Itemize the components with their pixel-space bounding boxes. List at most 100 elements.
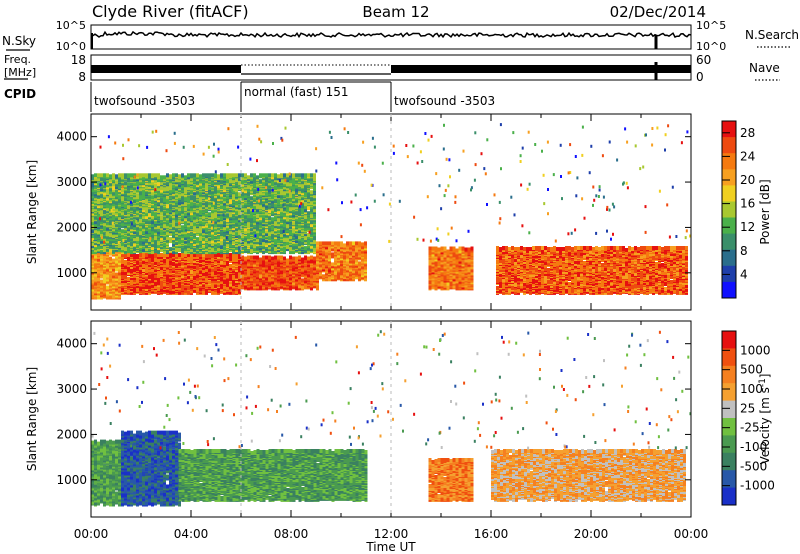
nave-label: Nave [749,61,780,75]
cell-power-1381 [211,285,214,289]
cell-power-1421 [214,270,217,274]
cell-power-3279 [502,285,505,289]
cell-power-1488 [220,260,223,264]
cell-power-1642 [238,285,241,289]
cell-power-2672 [355,241,358,246]
cell-power-3929 [556,247,559,251]
cell-power-2070 [289,255,292,260]
cell-power-3968 [562,288,565,293]
cell-power-2645 [352,241,355,246]
beam-title: Beam 12 [362,3,429,21]
cell-power-756 [148,259,151,263]
cell-power-1945 [274,255,277,260]
cell-power-436 [118,271,121,276]
cell-power-3141 [464,258,468,263]
cell-power-4479 [604,261,607,265]
cell-power-2211 [307,259,310,264]
cell-power-775 [151,274,154,278]
cell-power-3791 [544,251,547,255]
cell-power-2988 [449,246,453,251]
cpid-segment-0: twofsound -3503 [94,94,195,108]
cell-power-3759 [541,250,544,254]
cell-power-3234 [496,260,499,264]
cell-power-1751 [250,255,253,260]
nsky-tick-high: 10^5 [56,19,86,32]
cell-power-1897 [268,255,271,260]
cell-power-516 [124,275,127,279]
cell-power-2044 [286,258,289,263]
cell-power-1709 [247,286,250,291]
cell-power-2004 [283,278,286,283]
cell-power-3211 [470,246,474,251]
cell-power-4950 [646,258,649,262]
cell-power-3518 [520,246,523,250]
cell-power-1071 [178,253,181,257]
cell-power-2810 [434,280,438,285]
cell-power-63 [94,275,97,280]
cell-power-3903 [556,285,559,289]
cell-power-1997 [280,255,283,260]
cell-power-1937 [274,268,277,273]
cell-power-1355 [208,280,211,284]
cell-power-1648 [238,275,241,279]
cell-power-1493 [220,253,223,257]
cell-power-3563 [526,279,529,283]
cell-power-2764 [428,266,432,271]
cell-power-1611 [235,289,238,294]
cell-power-3483 [517,247,520,251]
cell-power-3439 [514,261,517,265]
cell-power-2416 [328,254,331,259]
cell-power-4703 [625,280,628,284]
cell-power-2257 [316,284,319,289]
cell-power-3990 [562,257,565,261]
cell-power-2607 [349,251,352,256]
cell-power-2002 [283,282,286,287]
cell-power-527 [124,254,127,258]
cell-power-2095 [295,282,298,287]
cell-power-419 [118,294,121,299]
cell-power-936 [166,262,169,266]
cell-power-4142 [574,246,577,250]
cell-power-846 [157,253,160,257]
cell-power-4524 [610,290,613,295]
cell-power-700 [142,253,145,257]
cell-power-3412 [511,259,514,263]
cell-power-4937 [646,276,649,280]
cell-power-695 [142,260,145,264]
cell-power-3019 [452,246,456,251]
cell-power-4 [91,291,94,296]
cell-power-1972 [277,255,280,260]
cell-power-4229 [583,261,586,265]
cell-power-3145 [464,252,468,257]
cell-power-1859 [265,276,268,281]
cell-power-2752 [428,284,432,289]
cell-power-3964 [559,250,562,254]
cell-power-4175 [580,288,583,293]
cell-power-816 [154,253,157,257]
cell-power-205 [103,274,106,279]
cell-power-1005 [172,253,175,257]
cell-power-2142 [298,255,301,260]
cell-power-3086 [461,282,465,287]
cell-power-910 [163,253,166,257]
cell-power-2424 [328,241,331,246]
cell-power-678 [142,283,145,287]
cell-power-1721 [247,269,250,274]
cell-power-2528 [340,241,343,246]
cell-power-3674 [535,267,538,271]
cell-power-622 [136,279,139,283]
cell-power-2627 [352,264,355,269]
cell-power-4211 [583,287,586,291]
cell-power-2498 [337,241,340,246]
cell-power-3274 [499,247,502,251]
cell-power-3377 [508,259,511,263]
cell-power-672 [139,253,142,257]
cell-power-1134 [184,253,187,257]
cell-power-1544 [226,262,229,266]
cell-power-4706 [625,275,628,279]
cell-power-2994 [452,280,456,285]
cell-power-3552 [523,247,526,251]
cell-power-362 [112,258,115,263]
freq-tick-high: 18 [71,53,86,67]
